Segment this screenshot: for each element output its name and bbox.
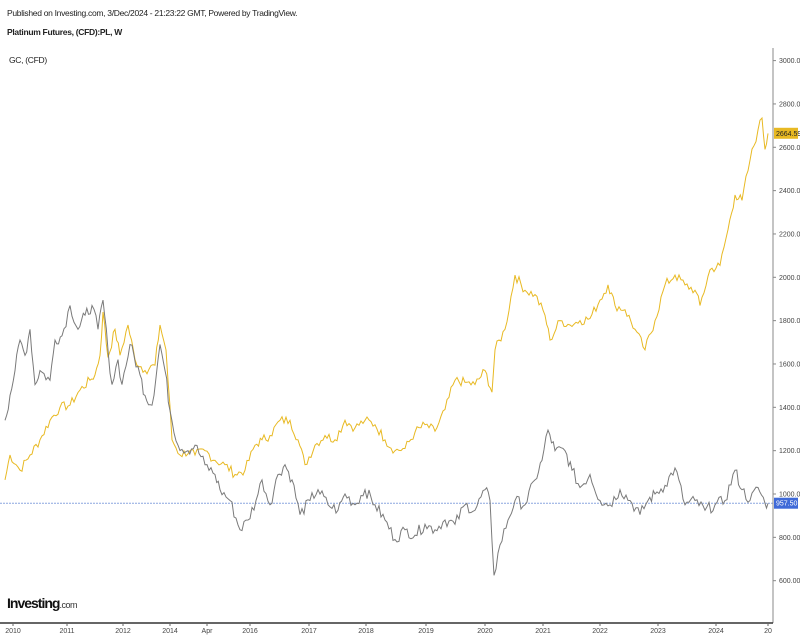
x-tick-label: 2010	[5, 628, 21, 635]
y-tick-label: 2000.00	[779, 275, 800, 282]
last-value-label: 2664.59	[776, 131, 800, 138]
x-tick-label: 2024	[708, 628, 724, 635]
investing-logo: Investing.com	[7, 595, 77, 611]
x-tick-label: 2016	[242, 628, 258, 635]
x-tick-label: 2022	[592, 628, 608, 635]
chart-title: Platinum Futures, (CFD):PL, W	[7, 27, 123, 37]
last-value-badge	[774, 497, 798, 509]
logo-brand: Investing	[7, 595, 60, 611]
y-tick-label: 2200.00	[779, 231, 800, 238]
y-tick-label: 1600.00	[779, 361, 800, 368]
series-line-gold	[4, 116, 769, 481]
last-value-label: 957.50	[776, 501, 798, 508]
y-tick-label: 1800.00	[779, 318, 800, 325]
x-tick-label: 20	[764, 628, 772, 635]
y-tick-label: 2600.00	[779, 145, 800, 152]
x-tick-label: 2023	[650, 628, 666, 635]
x-tick-label: 2021	[535, 628, 551, 635]
x-tick-label: 2019	[418, 628, 434, 635]
x-tick-label: 2011	[59, 628, 74, 635]
y-tick-label: 600.00	[779, 578, 800, 585]
y-tick-label: 1200.00	[779, 448, 800, 455]
y-tick-label: 1400.00	[779, 405, 800, 412]
y-tick-label: 800.00	[779, 535, 800, 542]
series-legend[interactable]: GC, (CFD)	[9, 55, 47, 65]
y-tick-label: 1000.00	[779, 492, 800, 499]
y-tick-label: 2800.00	[779, 101, 800, 108]
x-tick-label: 2014	[162, 628, 178, 635]
y-tick-label: 3000.00	[779, 58, 800, 65]
x-tick-label: 2018	[358, 628, 374, 635]
x-tick-label: 2017	[301, 628, 317, 635]
x-tick-label: 2012	[115, 628, 131, 635]
series-line-platinum	[4, 299, 769, 576]
logo-suffix: .com	[59, 600, 77, 610]
published-note: Published on Investing.com, 3/Dec/2024 -…	[7, 8, 298, 18]
y-tick-label: 2400.00	[779, 188, 800, 195]
last-value-badge	[774, 127, 798, 139]
x-tick-label: 2020	[477, 628, 493, 635]
x-tick-label: Apr	[202, 628, 214, 635]
